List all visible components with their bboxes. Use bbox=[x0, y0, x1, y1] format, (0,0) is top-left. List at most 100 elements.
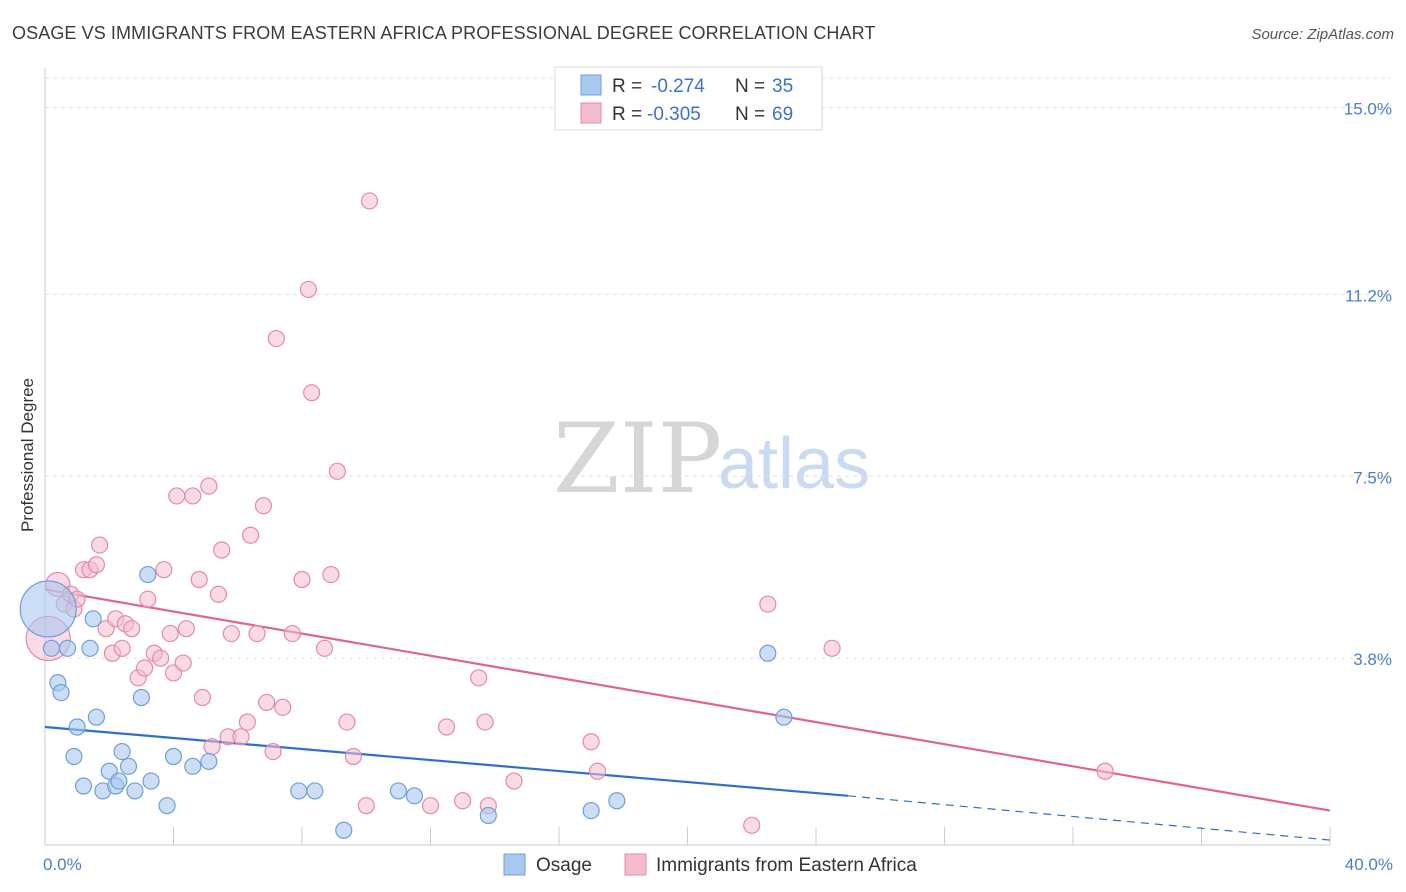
data-point-eastern-africa bbox=[470, 669, 488, 687]
data-point-osage bbox=[19, 580, 77, 638]
data-point-osage bbox=[132, 688, 150, 707]
data-point-osage bbox=[65, 747, 83, 766]
data-point-osage bbox=[608, 792, 626, 810]
data-point-eastern-africa bbox=[303, 384, 321, 402]
data-point-osage bbox=[58, 639, 77, 657]
data-point-osage bbox=[306, 782, 324, 800]
legend-r-value-osage: -0.274 bbox=[651, 76, 705, 97]
data-point-osage bbox=[335, 821, 353, 839]
data-point-eastern-africa bbox=[344, 747, 362, 766]
data-point-osage bbox=[184, 757, 202, 775]
data-point-eastern-africa bbox=[135, 659, 154, 677]
data-point-osage bbox=[405, 787, 424, 805]
data-point-eastern-africa bbox=[174, 654, 192, 672]
data-point-eastern-africa bbox=[454, 792, 472, 810]
data-point-eastern-africa bbox=[91, 536, 109, 554]
legend-swatch-eastern-africa bbox=[580, 102, 602, 124]
data-point-eastern-africa bbox=[476, 713, 494, 731]
data-point-osage bbox=[87, 708, 106, 726]
data-point-eastern-africa bbox=[152, 649, 170, 667]
data-point-eastern-africa bbox=[588, 762, 607, 780]
y-tick-label: 11.2% bbox=[1345, 286, 1392, 305]
data-point-eastern-africa bbox=[338, 713, 356, 731]
y-tick-label: 15.0% bbox=[1344, 100, 1392, 119]
trend-line-osage bbox=[44, 725, 849, 797]
data-point-eastern-africa bbox=[505, 772, 523, 790]
data-point-eastern-africa bbox=[177, 620, 195, 638]
data-point-osage bbox=[119, 757, 138, 775]
bottom-legend-eastern-africa: Immigrants from Eastern Africa bbox=[656, 855, 917, 876]
bottom-legend-osage: Osage bbox=[536, 855, 592, 876]
data-point-eastern-africa bbox=[293, 570, 311, 589]
data-point-eastern-africa bbox=[190, 570, 208, 589]
data-point-osage bbox=[479, 806, 497, 825]
data-point-eastern-africa bbox=[193, 688, 212, 707]
data-point-osage bbox=[290, 782, 308, 800]
chart-title: OSAGE VS IMMIGRANTS FROM EASTERN AFRICA … bbox=[12, 23, 876, 43]
data-point-eastern-africa bbox=[203, 738, 221, 756]
data-point-eastern-africa bbox=[200, 477, 218, 495]
data-point-eastern-africa bbox=[87, 556, 106, 574]
y-tick-label: 3.8% bbox=[1353, 650, 1392, 669]
legend-n-label-eastern-africa: N = bbox=[735, 104, 765, 125]
data-point-eastern-africa bbox=[357, 797, 375, 815]
trend-line-osage-extension bbox=[848, 795, 1331, 841]
grid-lines bbox=[45, 77, 1390, 659]
trend-lines bbox=[44, 588, 1331, 841]
data-point-eastern-africa bbox=[184, 487, 202, 505]
stats-legend: R = -0.274 N = 35 R = -0.305 N = 69 bbox=[554, 66, 823, 131]
x-tick-label-max: 40.0% bbox=[1345, 855, 1393, 874]
data-point-eastern-africa bbox=[222, 624, 240, 643]
legend-r-label-eastern-africa: R = bbox=[612, 104, 642, 125]
data-point-eastern-africa bbox=[232, 728, 250, 746]
data-point-osage bbox=[42, 639, 61, 657]
data-point-osage bbox=[139, 565, 157, 584]
data-point-osage bbox=[775, 708, 793, 726]
data-point-eastern-africa bbox=[274, 698, 292, 716]
data-point-eastern-africa bbox=[360, 192, 379, 210]
x-tick-labels: 0.0% 40.0% bbox=[43, 855, 1393, 874]
legend-n-value-eastern-africa: 69 bbox=[772, 104, 793, 125]
data-point-osage bbox=[759, 644, 777, 662]
data-point-osage bbox=[164, 747, 183, 766]
y-tick-label: 7.5% bbox=[1353, 468, 1392, 487]
watermark-atlas: atlas bbox=[718, 424, 870, 504]
data-point-osage bbox=[74, 777, 93, 795]
data-point-eastern-africa bbox=[113, 639, 131, 657]
source-credit: Source: ZipAtlas.com bbox=[1251, 26, 1394, 43]
data-point-eastern-africa bbox=[1096, 762, 1114, 780]
bottom-legend-swatch-osage bbox=[503, 853, 526, 876]
data-point-osage bbox=[142, 772, 160, 790]
data-point-osage bbox=[582, 801, 600, 820]
data-point-eastern-africa bbox=[283, 624, 301, 643]
data-point-osage bbox=[84, 610, 102, 628]
series-legend: Osage Immigrants from Eastern Africa bbox=[503, 853, 917, 876]
data-point-osage bbox=[110, 772, 128, 790]
data-point-eastern-africa bbox=[322, 565, 340, 584]
data-point-eastern-africa bbox=[582, 733, 600, 751]
data-point-eastern-africa bbox=[123, 620, 141, 638]
trend-line-eastern-africa bbox=[44, 588, 1331, 812]
bottom-legend-swatch-eastern-africa bbox=[624, 853, 647, 876]
watermark-zip: ZIP bbox=[553, 403, 722, 515]
data-point-osage bbox=[389, 782, 407, 800]
data-point-eastern-africa bbox=[139, 590, 157, 608]
data-point-osage bbox=[126, 782, 144, 800]
y-tick-labels: 3.8% 7.5% 11.2% 15.0% bbox=[1344, 100, 1392, 670]
data-point-osage bbox=[81, 639, 99, 657]
data-point-eastern-africa bbox=[254, 497, 273, 515]
data-point-eastern-africa bbox=[242, 526, 260, 544]
legend-swatch-osage bbox=[580, 74, 602, 96]
data-point-eastern-africa bbox=[248, 624, 266, 643]
legend-r-value-eastern-africa: -0.305 bbox=[647, 104, 701, 125]
data-point-osage bbox=[200, 752, 218, 771]
y-axis-label: Professional Degree bbox=[18, 378, 37, 532]
data-point-eastern-africa bbox=[759, 595, 777, 613]
watermark: ZIP atlas bbox=[553, 403, 870, 515]
data-point-eastern-africa bbox=[823, 639, 841, 657]
data-point-osage bbox=[113, 742, 131, 761]
x-tick-label-min: 0.0% bbox=[43, 855, 82, 874]
legend-r-label-osage: R = bbox=[612, 76, 642, 97]
data-point-eastern-africa bbox=[161, 624, 179, 643]
data-point-eastern-africa bbox=[437, 718, 456, 736]
